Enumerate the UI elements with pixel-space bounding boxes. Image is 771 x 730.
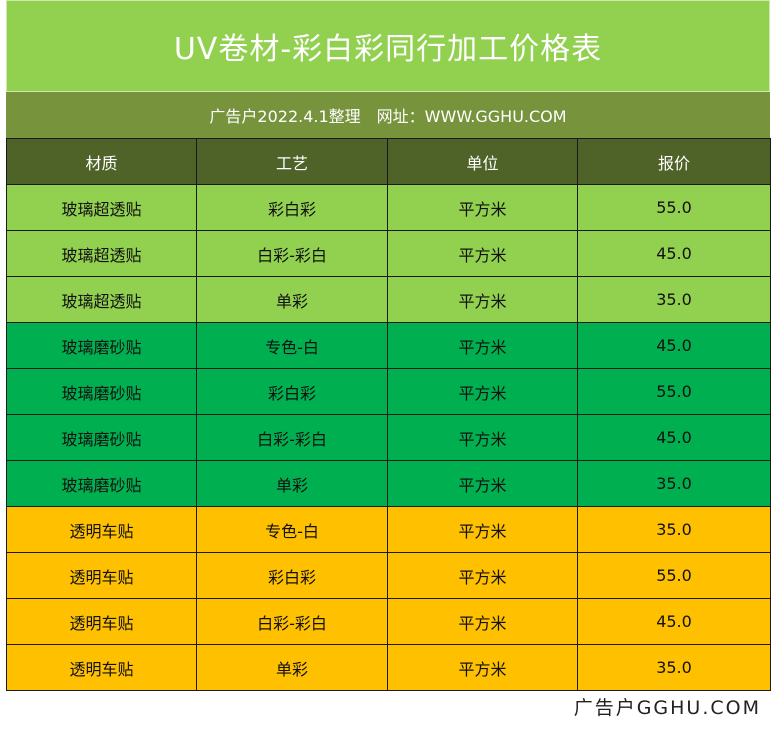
cell-unit: 平方米: [387, 322, 578, 369]
table-row: 玻璃超透贴 白彩-彩白 平方米 45.0: [6, 230, 771, 277]
table-row: 玻璃磨砂贴 专色-白 平方米 45.0: [6, 322, 771, 369]
cell-material: 玻璃磨砂贴: [6, 414, 197, 461]
cell-material: 玻璃超透贴: [6, 230, 197, 277]
cell-process: 单彩: [196, 644, 388, 691]
sheet-title: UV卷材-彩白彩同行加工价格表: [6, 0, 770, 92]
cell-price: 55.0: [577, 368, 771, 415]
cell-price: 35.0: [577, 506, 771, 553]
cell-unit: 平方米: [387, 184, 578, 231]
cell-unit: 平方米: [387, 460, 578, 507]
sheet-subtitle: 广告户2022.4.1整理 网址：WWW.GGHU.COM: [6, 92, 770, 138]
table-row: 玻璃磨砂贴 单彩 平方米 35.0: [6, 460, 771, 507]
cell-unit: 平方米: [387, 552, 578, 599]
cell-price: 45.0: [577, 598, 771, 645]
cell-material: 透明车贴: [6, 598, 197, 645]
cell-process: 单彩: [196, 460, 388, 507]
subtitle-source: 广告户2022.4.1整理: [209, 107, 361, 126]
cell-process: 彩白彩: [196, 368, 388, 415]
cell-price: 45.0: [577, 322, 771, 369]
table-row: 透明车贴 专色-白 平方米 35.0: [6, 506, 771, 553]
cell-material: 玻璃磨砂贴: [6, 368, 197, 415]
cell-material: 透明车贴: [6, 506, 197, 553]
cell-price: 55.0: [577, 184, 771, 231]
table-header-row: 材质 工艺 单位 报价: [6, 138, 771, 185]
cell-material: 玻璃超透贴: [6, 276, 197, 323]
price-table: 材质 工艺 单位 报价 玻璃超透贴 彩白彩 平方米 55.0 玻璃超透贴 白彩-彩白 平方米…: [6, 138, 771, 691]
cell-process: 白彩-彩白: [196, 414, 388, 461]
cell-unit: 平方米: [387, 506, 578, 553]
cell-price: 55.0: [577, 552, 771, 599]
header-material: 材质: [6, 138, 197, 185]
footer-watermark: 广告户GGHU.COM: [573, 697, 761, 719]
cell-process: 专色-白: [196, 506, 388, 553]
cell-unit: 平方米: [387, 276, 578, 323]
cell-material: 透明车贴: [6, 644, 197, 691]
cell-material: 透明车贴: [6, 552, 197, 599]
cell-process: 专色-白: [196, 322, 388, 369]
cell-material: 玻璃磨砂贴: [6, 322, 197, 369]
subtitle-website: 网址：WWW.GGHU.COM: [376, 107, 567, 126]
cell-unit: 平方米: [387, 230, 578, 277]
cell-price: 35.0: [577, 460, 771, 507]
cell-process: 彩白彩: [196, 184, 388, 231]
header-unit: 单位: [387, 138, 578, 185]
cell-unit: 平方米: [387, 598, 578, 645]
table-body: 玻璃超透贴 彩白彩 平方米 55.0 玻璃超透贴 白彩-彩白 平方米 45.0 玻璃超透贴 单彩平…: [6, 184, 771, 691]
header-process: 工艺: [196, 138, 388, 185]
table-row: 透明车贴 白彩-彩白 平方米 45.0: [6, 598, 771, 645]
cell-price: 35.0: [577, 644, 771, 691]
table-row: 玻璃超透贴 彩白彩 平方米 55.0: [6, 184, 771, 231]
table-row: 玻璃磨砂贴 白彩-彩白 平方米 45.0: [6, 414, 771, 461]
cell-process: 彩白彩: [196, 552, 388, 599]
table-row: 透明车贴 彩白彩 平方米 55.0: [6, 552, 771, 599]
cell-process: 白彩-彩白: [196, 598, 388, 645]
cell-price: 35.0: [577, 276, 771, 323]
cell-unit: 平方米: [387, 414, 578, 461]
table-row: 玻璃超透贴 单彩 平方米 35.0: [6, 276, 771, 323]
cell-unit: 平方米: [387, 644, 578, 691]
cell-unit: 平方米: [387, 368, 578, 415]
cell-material: 玻璃磨砂贴: [6, 460, 197, 507]
cell-process: 单彩: [196, 276, 388, 323]
cell-price: 45.0: [577, 230, 771, 277]
table-row: 玻璃磨砂贴 彩白彩 平方米 55.0: [6, 368, 771, 415]
cell-material: 玻璃超透贴: [6, 184, 197, 231]
cell-process: 白彩-彩白: [196, 230, 388, 277]
header-price: 报价: [577, 138, 771, 185]
cell-price: 45.0: [577, 414, 771, 461]
table-row: 透明车贴 单彩 平方米 35.0: [6, 644, 771, 691]
